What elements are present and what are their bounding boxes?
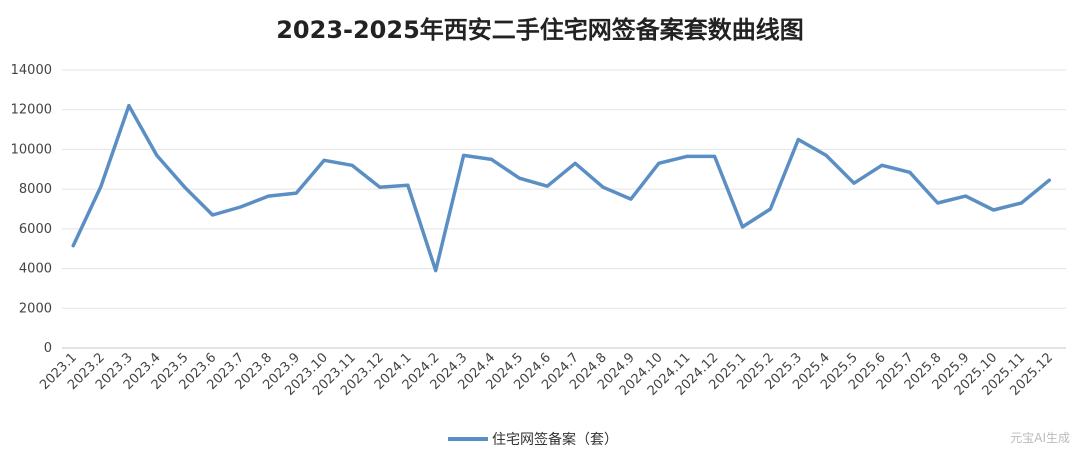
data-point bbox=[880, 163, 884, 167]
data-point bbox=[908, 170, 912, 174]
watermark: 元宝AI生成 bbox=[1010, 431, 1070, 445]
data-point bbox=[740, 225, 744, 229]
series-line bbox=[71, 103, 1052, 273]
data-point bbox=[991, 208, 995, 212]
data-point bbox=[71, 244, 75, 248]
data-point bbox=[657, 161, 661, 165]
y-tick-label: 2000 bbox=[19, 301, 52, 316]
data-point bbox=[378, 185, 382, 189]
data-point bbox=[1019, 201, 1023, 205]
data-point bbox=[545, 184, 549, 188]
data-point bbox=[99, 184, 103, 188]
data-point bbox=[768, 207, 772, 211]
data-point bbox=[434, 269, 438, 273]
y-tick-label: 8000 bbox=[19, 182, 52, 197]
chart-title: 2023-2025年西安二手住宅网签备案套数曲线图 bbox=[276, 16, 804, 44]
data-point bbox=[601, 185, 605, 189]
data-point bbox=[824, 153, 828, 157]
legend: 住宅网签备案（套） bbox=[448, 431, 618, 448]
data-point bbox=[238, 205, 242, 209]
data-point bbox=[266, 194, 270, 198]
data-point bbox=[406, 183, 410, 187]
y-tick-label: 10000 bbox=[11, 142, 52, 157]
data-point bbox=[155, 153, 159, 157]
grid-lines bbox=[62, 69, 1066, 349]
data-point bbox=[573, 161, 577, 165]
y-tick-label: 0 bbox=[44, 341, 52, 356]
y-tick-label: 6000 bbox=[19, 222, 52, 237]
data-point bbox=[713, 154, 717, 158]
data-point bbox=[629, 197, 633, 201]
legend-label: 住宅网签备案（套） bbox=[492, 431, 618, 448]
data-point bbox=[183, 185, 187, 189]
data-point bbox=[462, 153, 466, 157]
data-point bbox=[322, 158, 326, 162]
data-point bbox=[852, 181, 856, 185]
data-point bbox=[685, 154, 689, 158]
data-point bbox=[517, 176, 521, 180]
data-point bbox=[936, 201, 940, 205]
data-point bbox=[796, 138, 800, 141]
data-point bbox=[489, 157, 493, 161]
y-tick-label: 4000 bbox=[19, 262, 52, 277]
data-point bbox=[350, 163, 354, 167]
data-point bbox=[1047, 178, 1051, 182]
x-axis-tick-labels: 2023.12023.22023.32023.42023.52023.62023… bbox=[37, 350, 1056, 399]
y-axis-tick-labels: 0 2000 4000 6000 8000 10000 12000 14000 bbox=[11, 63, 52, 356]
data-point bbox=[127, 104, 131, 108]
y-tick-label: 12000 bbox=[11, 103, 52, 118]
data-point bbox=[211, 213, 215, 217]
data-point bbox=[294, 191, 298, 195]
data-point bbox=[964, 194, 968, 198]
y-tick-label: 14000 bbox=[11, 63, 52, 78]
series-lines bbox=[71, 103, 1052, 273]
